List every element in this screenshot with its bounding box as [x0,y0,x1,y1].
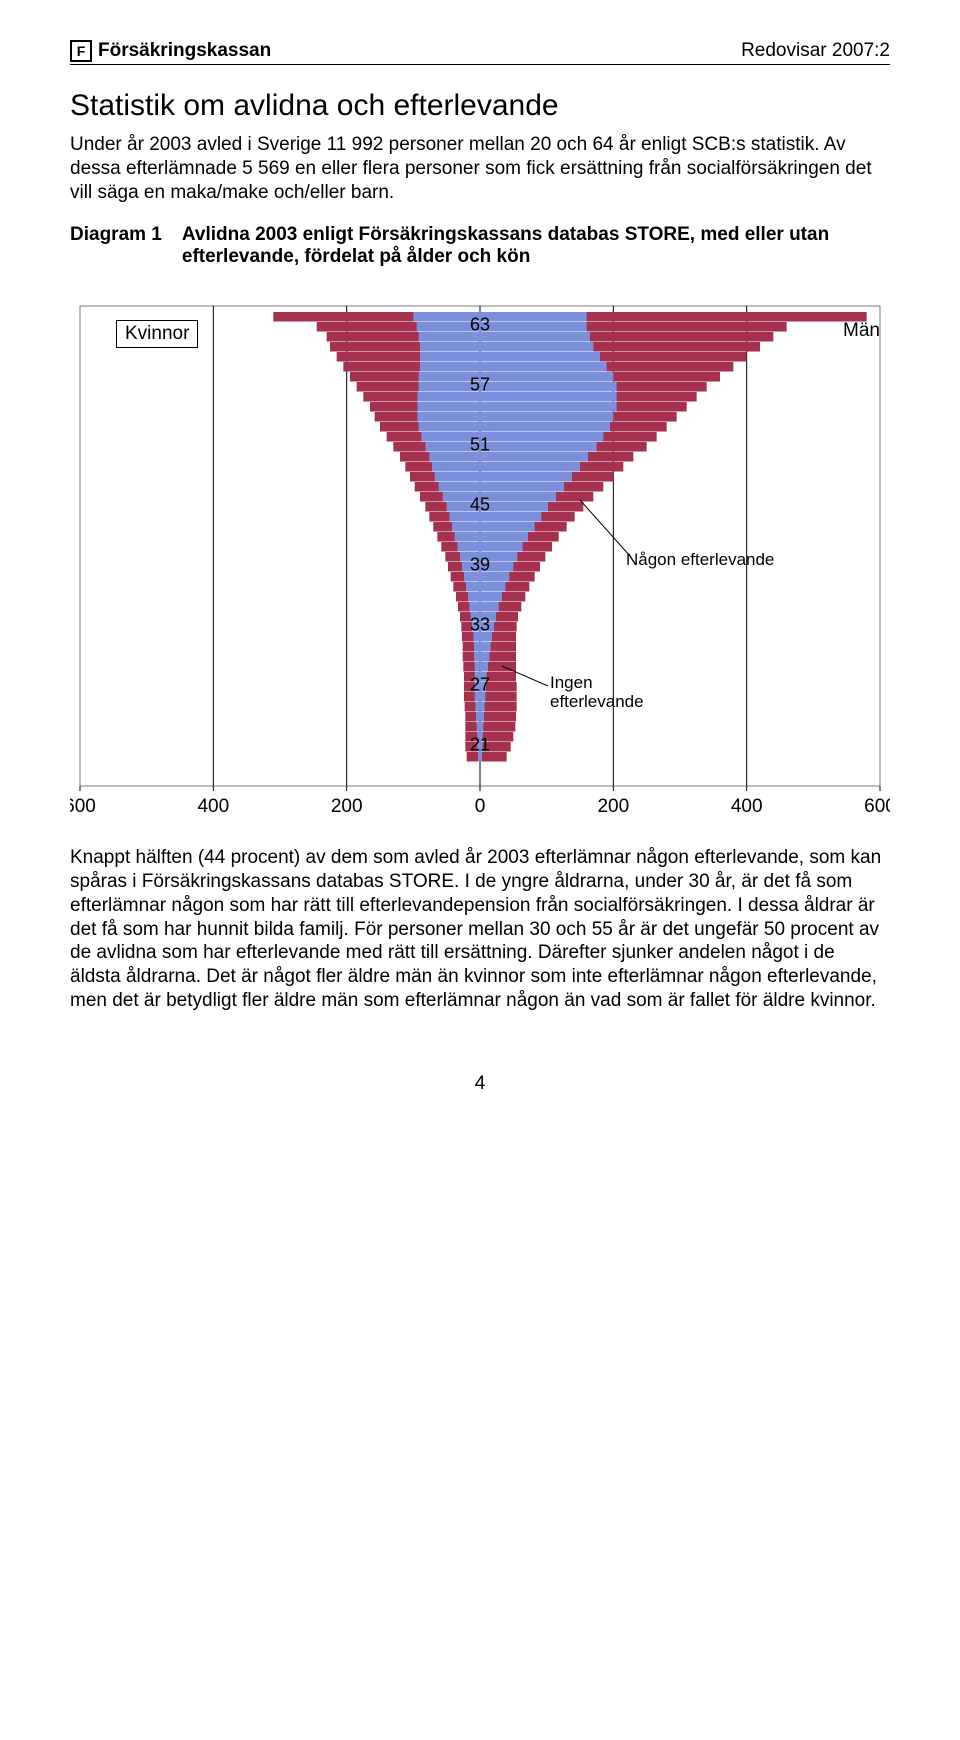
svg-text:0: 0 [475,796,486,817]
svg-text:400: 400 [731,796,763,817]
annotation-none-line1: Ingen [550,673,593,692]
svg-text:27: 27 [470,675,490,695]
diagram-caption: Diagram 1 Avlidna 2003 enligt Försäkring… [70,224,890,268]
annotation-none: Ingen efterlevande [550,674,644,711]
page-header: F Försäkringskassan Redovisar 2007:2 [70,40,890,65]
diagram-caption-text: Avlidna 2003 enligt Försäkringskassans d… [182,224,890,268]
svg-text:600: 600 [864,796,890,817]
logo-text: Försäkringskassan [98,40,271,62]
svg-text:39: 39 [470,555,490,575]
svg-text:33: 33 [470,615,490,635]
svg-text:600: 600 [70,796,96,817]
body-paragraph-2: Knappt hälften (44 procent) av dem som a… [70,846,890,1012]
chart-right-label: Män [843,320,880,342]
intro-paragraph: Under år 2003 avled i Sverige 11 992 per… [70,133,890,204]
page: F Försäkringskassan Redovisar 2007:2 Sta… [0,0,960,1135]
svg-text:45: 45 [470,495,490,515]
logo: F Försäkringskassan [70,40,271,62]
svg-text:200: 200 [597,796,629,817]
chart-left-label: Kvinnor [116,320,198,348]
svg-text:21: 21 [470,735,490,755]
svg-text:51: 51 [470,435,490,455]
svg-text:63: 63 [470,315,490,335]
population-pyramid-chart: 63 57 51 45 39 33 27 21 600 400 200 0 200 400 600 Kvin… [70,286,890,826]
svg-text:400: 400 [197,796,229,817]
document-reference: Redovisar 2007:2 [741,40,890,62]
annotation-someone: Någon efterlevande [626,550,774,570]
page-number: 4 [70,1073,890,1095]
annotation-none-line2: efterlevande [550,692,644,711]
svg-text:200: 200 [331,796,363,817]
diagram-label: Diagram 1 [70,224,162,268]
section-title: Statistik om avlidna och efterlevande [70,89,890,123]
svg-text:57: 57 [470,375,490,395]
logo-icon: F [70,40,92,62]
